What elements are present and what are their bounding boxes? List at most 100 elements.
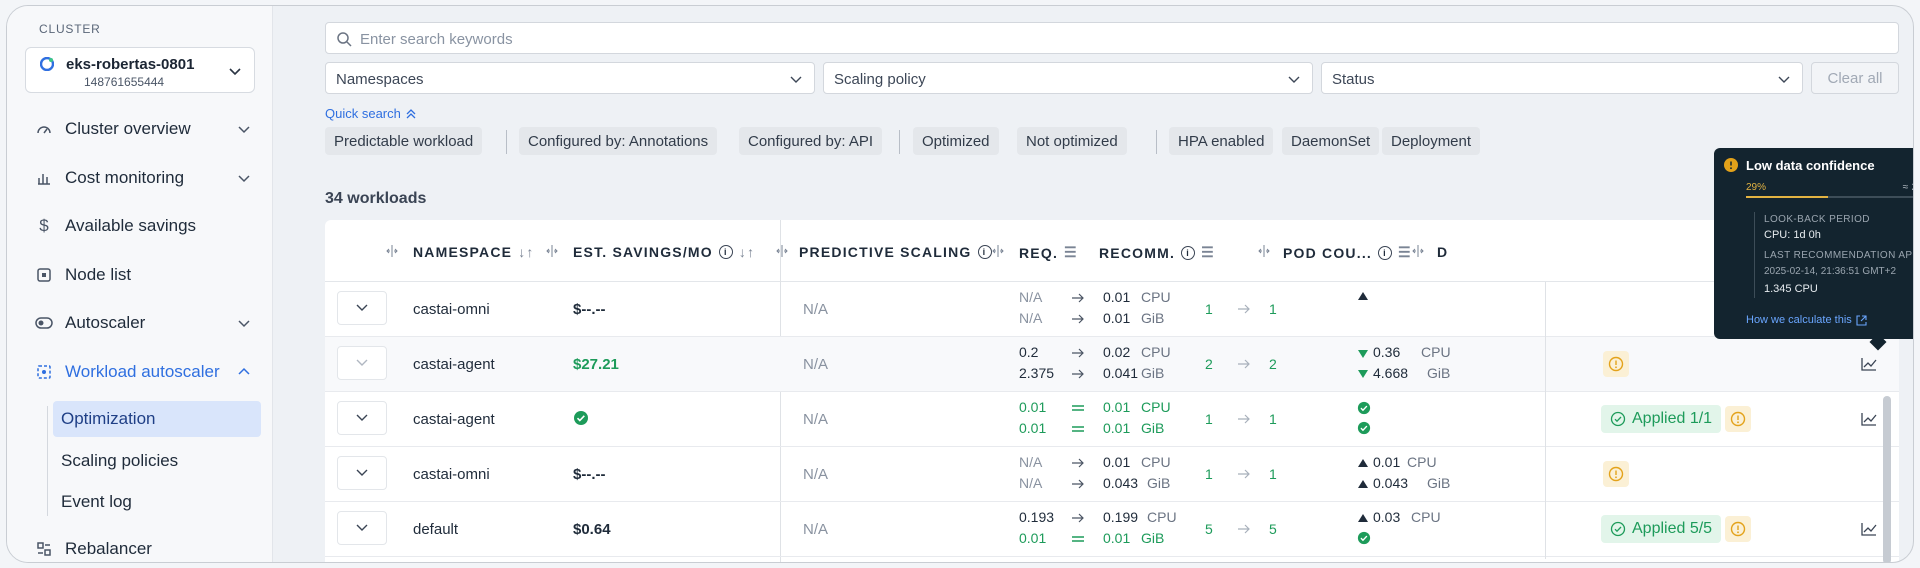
namespace-cell: default — [413, 521, 459, 538]
column-resize-icon[interactable] — [775, 244, 789, 258]
chip-hpa-enabled[interactable]: HPA enabled — [1169, 127, 1274, 155]
col-predictive-scaling[interactable]: PREDICTIVE SCALING i — [799, 244, 992, 260]
arrow-right-icon — [1072, 479, 1084, 489]
recomm-mem: 0.01 — [1103, 310, 1131, 326]
toggle-icon — [35, 314, 53, 332]
column-resize-icon[interactable] — [1411, 244, 1425, 258]
filter-icon: ☰ — [1064, 244, 1078, 260]
nav-available-savings[interactable]: $ Available savings — [27, 209, 259, 243]
subnav-event-log[interactable]: Event log — [61, 492, 132, 511]
nav-autoscaler[interactable]: Autoscaler — [27, 306, 259, 340]
arrow-right-icon — [1238, 414, 1250, 424]
col-recomm[interactable]: RECOMM. i ☰ — [1099, 244, 1215, 261]
chip-predictable-workload[interactable]: Predictable workload — [325, 127, 483, 155]
savings-cell: $0.64 — [573, 521, 611, 538]
cluster-logo-icon — [40, 57, 54, 71]
predictive-cell: N/A — [803, 466, 829, 483]
col-label: PREDICTIVE SCALING — [799, 244, 972, 260]
applied-status-badge[interactable]: Applied 5/5 — [1601, 515, 1722, 543]
sort-icon: ↓↑ — [518, 244, 535, 260]
chart-icon[interactable] — [1861, 412, 1877, 426]
arrow-right-icon — [1072, 369, 1084, 379]
arrow-right-icon — [1238, 359, 1250, 369]
quick-search-toggle[interactable]: Quick search — [325, 106, 417, 121]
status-dropdown[interactable]: Status — [1321, 62, 1803, 94]
check-circle-icon — [574, 411, 588, 425]
chip-deployment[interactable]: Deployment — [1382, 127, 1481, 155]
savings-cell: $--.-- — [573, 466, 606, 483]
cluster-selector[interactable]: eks-robertas-0801 148761655444 — [25, 47, 255, 93]
col-req[interactable]: REQ. ☰ — [1019, 244, 1078, 261]
warning-icon — [1608, 356, 1624, 372]
chart-icon[interactable] — [1861, 522, 1877, 536]
unit-cpu: CPU — [1141, 344, 1171, 360]
col-d[interactable]: D — [1437, 244, 1448, 260]
expand-row-button[interactable] — [337, 291, 387, 325]
nav-workload-autoscaler[interactable]: Workload autoscaler — [27, 355, 259, 389]
recomm-cpu: 0.01 — [1103, 454, 1131, 470]
chip-not-optimized[interactable]: Not optimized — [1017, 127, 1127, 155]
expand-row-button[interactable] — [337, 401, 387, 435]
recomm-mem: 0.043 — [1103, 475, 1139, 491]
warning-button[interactable] — [1603, 461, 1629, 487]
chip-optimized[interactable]: Optimized — [913, 127, 999, 155]
table-row[interactable]: castai-agent N/A 0.01 0.01 0.01 0.01 CPU… — [325, 392, 1899, 447]
scrollbar-thumb[interactable] — [1883, 396, 1891, 562]
table-row[interactable]: default $0.64 N/A 0.193 0.01 0.199 0.01 … — [325, 502, 1899, 557]
column-resize-icon[interactable] — [991, 244, 1005, 258]
nav-cluster-overview[interactable]: Cluster overview — [27, 112, 259, 146]
subnav-optimization[interactable]: Optimization — [53, 401, 261, 437]
column-resize-icon[interactable] — [545, 244, 559, 258]
table-row[interactable]: castai-omni $--.-- N/A N/A N/A 0.01 0.01… — [325, 282, 1899, 337]
chevron-down-icon — [238, 175, 250, 183]
nav-node-list[interactable]: Node list — [27, 258, 259, 292]
expand-row-button[interactable] — [337, 346, 387, 380]
warning-button[interactable] — [1725, 516, 1751, 542]
how-we-calculate-link[interactable]: How we calculate this — [1746, 314, 1867, 326]
req-cpu: N/A — [1019, 454, 1043, 470]
col-namespace[interactable]: NAMESPACE ↓↑ — [413, 244, 535, 260]
col-est-savings[interactable]: EST. SAVINGS/MO i ↓↑ — [573, 244, 755, 260]
nav-rebalancer[interactable]: Rebalancer — [27, 532, 259, 562]
col-label: NAMESPACE — [413, 244, 513, 260]
col-label: POD COU... — [1283, 244, 1373, 261]
column-resize-icon[interactable] — [1257, 244, 1271, 258]
namespaces-dropdown[interactable]: Namespaces — [325, 62, 815, 94]
filter-icon: ☰ — [1398, 244, 1412, 260]
chart-icon[interactable] — [1861, 357, 1877, 371]
nav-label: Available savings — [65, 216, 197, 235]
expand-row-button[interactable] — [337, 511, 387, 545]
info-icon: i — [1378, 245, 1393, 260]
warning-button[interactable] — [1603, 351, 1629, 377]
arrow-right-icon — [1072, 513, 1084, 523]
bar-chart-icon — [35, 169, 53, 187]
warning-button[interactable] — [1725, 406, 1751, 432]
chevron-down-icon — [229, 68, 241, 76]
scaling-policy-dropdown[interactable]: Scaling policy — [823, 62, 1313, 94]
dropdown-label: Scaling policy — [834, 71, 926, 88]
arrow-right-icon — [1072, 348, 1084, 358]
search-input[interactable]: Enter search keywords — [325, 22, 1899, 54]
nav-cost-monitoring[interactable]: Cost monitoring — [27, 161, 259, 195]
expand-row-button[interactable] — [337, 456, 387, 490]
namespace-cell: castai-agent — [413, 411, 495, 428]
subnav-scaling-policies[interactable]: Scaling policies — [61, 451, 179, 470]
col-label: REQ. — [1019, 244, 1059, 261]
table-row[interactable]: castai-agent $27.21 N/A 0.2 2.375 0.02 0… — [325, 337, 1899, 392]
chip-daemonset[interactable]: DaemonSet — [1282, 127, 1380, 155]
triangle-up-icon — [1358, 292, 1368, 300]
col-pod-count[interactable]: POD COU... i ☰ — [1283, 244, 1412, 261]
warning-icon — [1730, 521, 1746, 537]
unit-mem: GiB — [1147, 475, 1171, 491]
quick-search-label: Quick search — [325, 106, 401, 121]
chip-configured-annotations[interactable]: Configured by: Annotations — [519, 127, 718, 155]
diff-unit-mem: GiB — [1427, 365, 1451, 381]
table-row[interactable]: castai-omni $--.-- N/A N/A N/A 0.01 0.04… — [325, 447, 1899, 502]
namespace-cell: castai-omni — [413, 301, 490, 318]
applied-status-badge[interactable]: Applied 1/1 — [1601, 405, 1722, 433]
nav-label: Node list — [65, 265, 132, 284]
column-resize-icon[interactable] — [385, 244, 399, 258]
col-label: EST. SAVINGS/MO — [573, 244, 713, 260]
chip-configured-api[interactable]: Configured by: API — [739, 127, 883, 155]
clear-all-button[interactable]: Clear all — [1811, 62, 1899, 94]
